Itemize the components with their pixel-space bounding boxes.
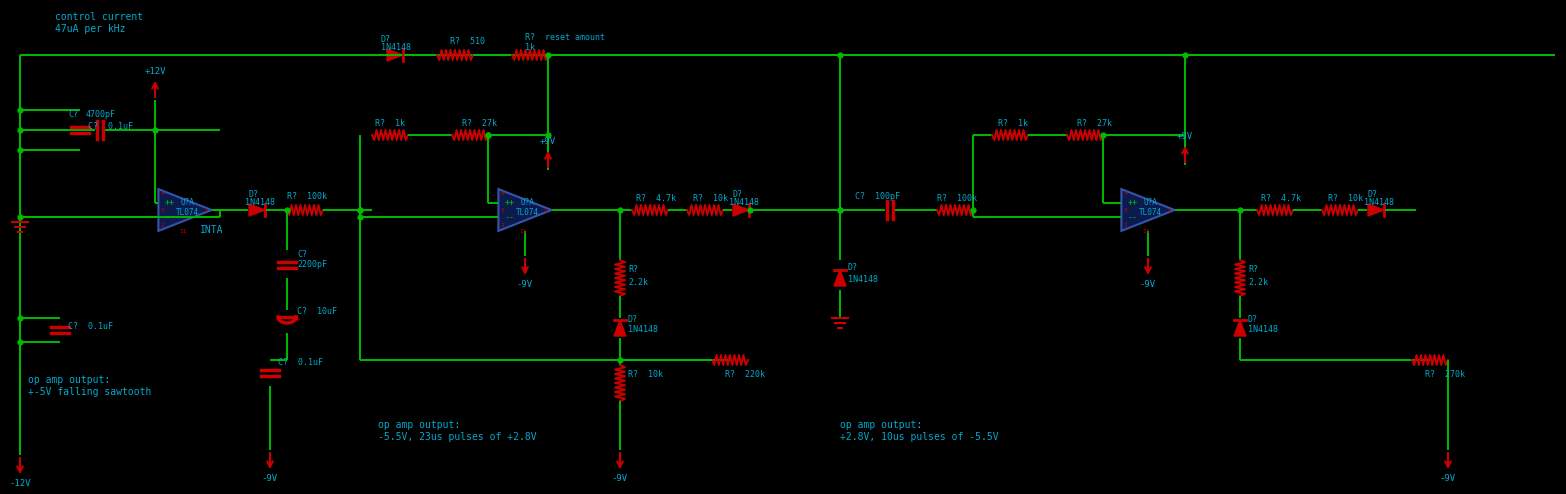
- Text: D?: D?: [381, 35, 392, 44]
- Text: +9V: +9V: [1178, 132, 1193, 141]
- Text: R?  reset amount: R? reset amount: [525, 33, 604, 42]
- Text: 11: 11: [520, 229, 526, 234]
- Text: R?  4.7k: R? 4.7k: [636, 194, 677, 203]
- Text: 2200pF: 2200pF: [298, 260, 327, 269]
- Text: 3: 3: [160, 208, 164, 213]
- Text: 1N4148: 1N4148: [244, 198, 276, 207]
- Text: 2: 2: [1123, 223, 1128, 228]
- Polygon shape: [1369, 204, 1384, 216]
- Text: 1N4148: 1N4148: [628, 325, 658, 334]
- Text: 1N4148: 1N4148: [381, 43, 410, 52]
- Polygon shape: [1234, 320, 1247, 336]
- Text: R?  27k: R? 27k: [462, 119, 496, 128]
- Text: R?: R?: [1248, 265, 1257, 274]
- Text: R?  1k: R? 1k: [998, 119, 1027, 128]
- Text: -9V: -9V: [262, 474, 279, 483]
- Text: R?  1k: R? 1k: [374, 119, 406, 128]
- Text: ++: ++: [1128, 198, 1137, 207]
- Text: ++: ++: [504, 198, 514, 207]
- Text: control current
47uA per kHz: control current 47uA per kHz: [55, 12, 143, 34]
- Polygon shape: [733, 204, 749, 216]
- Text: -9V: -9V: [612, 474, 628, 483]
- Text: 4: 4: [501, 191, 504, 196]
- Text: ++: ++: [164, 198, 174, 207]
- Text: R?  100k: R? 100k: [936, 194, 977, 203]
- Text: -9V: -9V: [517, 280, 532, 289]
- Polygon shape: [387, 49, 402, 61]
- Polygon shape: [835, 270, 846, 286]
- Text: D?: D?: [1248, 315, 1257, 324]
- Text: 1: 1: [543, 208, 548, 213]
- Text: C?  0.1uF: C? 0.1uF: [279, 358, 323, 367]
- Text: 4700pF: 4700pF: [86, 110, 116, 119]
- Text: -9V: -9V: [1441, 474, 1456, 483]
- Text: U?A
TL074: U?A TL074: [1138, 198, 1162, 217]
- Polygon shape: [1121, 189, 1174, 231]
- Text: +9V: +9V: [540, 137, 556, 146]
- Text: 1N4148: 1N4148: [730, 198, 760, 207]
- Text: 1: 1: [204, 208, 207, 213]
- Text: op amp output:
-5.5V, 23us pulses of +2.8V: op amp output: -5.5V, 23us pulses of +2.…: [377, 420, 537, 442]
- Text: +: +: [294, 315, 301, 324]
- Text: 3: 3: [1123, 208, 1128, 213]
- Text: D?: D?: [849, 263, 858, 272]
- Text: 2: 2: [501, 223, 504, 228]
- Text: INTA: INTA: [200, 225, 224, 235]
- Text: 4: 4: [1123, 191, 1128, 196]
- Polygon shape: [498, 189, 551, 231]
- Text: D?: D?: [628, 315, 637, 324]
- Text: R?  510: R? 510: [449, 37, 485, 46]
- Text: D?: D?: [1369, 190, 1378, 199]
- Polygon shape: [614, 320, 626, 336]
- Text: C?: C?: [298, 250, 307, 259]
- Text: +12V: +12V: [144, 67, 166, 76]
- Text: -9V: -9V: [1140, 280, 1156, 289]
- Polygon shape: [249, 204, 265, 216]
- Text: C?  0.1uF: C? 0.1uF: [67, 322, 113, 331]
- Text: D?: D?: [249, 190, 258, 199]
- Text: 2.2k: 2.2k: [1248, 278, 1268, 287]
- Text: 1N4148: 1N4148: [849, 275, 879, 284]
- Text: R?  10k: R? 10k: [628, 370, 662, 379]
- Text: 11: 11: [1142, 229, 1149, 234]
- Polygon shape: [158, 189, 211, 231]
- Text: U?A
TL074: U?A TL074: [515, 198, 539, 217]
- Text: 4: 4: [160, 191, 164, 196]
- Text: --: --: [1128, 213, 1137, 222]
- Text: --: --: [504, 213, 514, 222]
- Text: 1N4148: 1N4148: [1364, 198, 1394, 207]
- Text: 1k: 1k: [525, 43, 536, 52]
- Text: R?  220k: R? 220k: [725, 370, 766, 379]
- Text: --: --: [164, 213, 174, 222]
- Text: 2.2k: 2.2k: [628, 278, 648, 287]
- Text: R?  100k: R? 100k: [287, 192, 327, 201]
- Text: op amp output:
+2.8V, 10us pulses of -5.5V: op amp output: +2.8V, 10us pulses of -5.…: [839, 420, 999, 442]
- Text: C?  100pF: C? 100pF: [855, 192, 900, 201]
- Text: C?  10uF: C? 10uF: [298, 307, 337, 316]
- Text: R?  270k: R? 270k: [1425, 370, 1466, 379]
- Text: C?: C?: [67, 110, 78, 119]
- Text: 1: 1: [1167, 208, 1170, 213]
- Text: R?  4.7k: R? 4.7k: [1261, 194, 1301, 203]
- Text: op amp output:
+-5V falling sawtooth: op amp output: +-5V falling sawtooth: [28, 375, 152, 397]
- Text: U?A
TL074: U?A TL074: [175, 198, 199, 217]
- Text: R?: R?: [628, 265, 637, 274]
- Text: 1N4148: 1N4148: [1248, 325, 1278, 334]
- Text: -12V: -12V: [9, 479, 31, 488]
- Text: 11: 11: [179, 229, 186, 234]
- Text: D?: D?: [733, 190, 742, 199]
- Text: 3: 3: [501, 208, 504, 213]
- Text: R?  10k: R? 10k: [1328, 194, 1362, 203]
- Text: R?  10k: R? 10k: [694, 194, 728, 203]
- Text: C?  0.1uF: C? 0.1uF: [88, 122, 133, 131]
- Text: 2: 2: [160, 223, 164, 228]
- Text: R?  27k: R? 27k: [1077, 119, 1112, 128]
